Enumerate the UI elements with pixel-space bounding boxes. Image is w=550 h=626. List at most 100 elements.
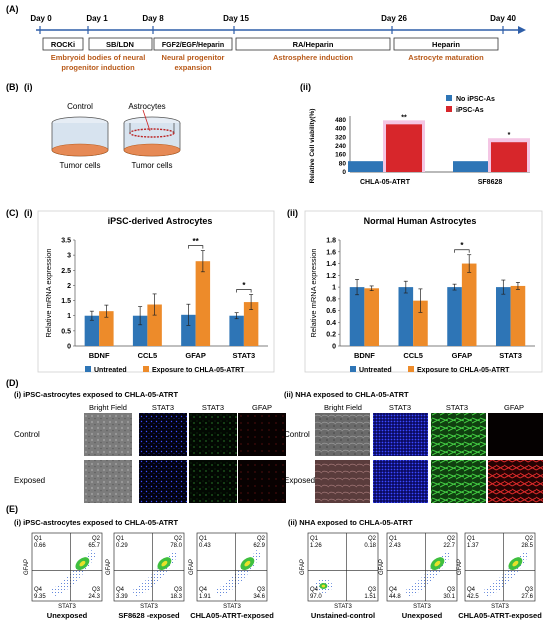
quadrant-label: Q2 — [447, 536, 456, 542]
quadrant-value: 3.39 — [116, 594, 128, 600]
legend-label: Untreated — [94, 367, 127, 374]
y-tick-label: 3.5 — [61, 238, 71, 245]
y-tick-label: 3 — [67, 253, 71, 260]
bar — [453, 161, 489, 172]
y-tick-label: 1.2 — [326, 273, 336, 280]
protocol-label: Heparin — [432, 40, 460, 49]
x-tick-label: CCL5 — [138, 351, 158, 360]
quadrant-label: Q4 — [310, 587, 319, 593]
quadrant-label: Q2 — [525, 536, 534, 542]
quadrant-value: 97.0 — [310, 594, 322, 600]
panel-e-title-i: (i) iPSC-astrocytes exposed to CHLA-05-A… — [14, 518, 178, 527]
quadrant-value: 62.9 — [253, 543, 265, 549]
protocol-box — [393, 37, 499, 51]
bar — [349, 287, 365, 346]
y-axis-label: GFAP — [300, 559, 306, 575]
panel-c-sub-ii: (ii) — [287, 208, 298, 218]
y-tick-label: 1.4 — [326, 261, 336, 268]
quadrant-value: 2.43 — [389, 543, 401, 549]
bar — [447, 287, 462, 346]
brightfield-image — [315, 460, 370, 503]
micrograph-column-label: STAT3 — [446, 403, 468, 412]
brightfield-image — [84, 460, 132, 503]
bar — [491, 142, 527, 172]
micrograph-column-label: GFAP — [504, 403, 524, 412]
micrograph-row-label: Control — [14, 430, 40, 439]
chart-frame — [37, 210, 275, 373]
tumor-cells-label: Tumor cells — [131, 161, 172, 170]
x-axis-label: STAT3 — [140, 604, 158, 610]
legend-swatch — [350, 366, 356, 372]
astrocytes-label: Astrocytes — [128, 102, 165, 111]
x-tick-label: STAT3 — [233, 351, 256, 360]
quadrant-value: 44.8 — [389, 594, 401, 600]
x-tick-label: GFAP — [452, 351, 472, 360]
x-axis-label: STAT3 — [413, 604, 431, 610]
significance-marker: * — [460, 241, 464, 250]
flow-plot-caption: Unexposed — [402, 611, 443, 620]
bar — [496, 287, 511, 346]
micrograph-row-label: Exposed — [14, 476, 45, 485]
panel-b-sub-ii: (ii) — [300, 82, 311, 92]
quadrant-label: Q3 — [368, 587, 377, 593]
quadrant-label: Q4 — [389, 587, 398, 593]
control-label: Control — [67, 102, 93, 111]
bar — [195, 261, 211, 346]
protocol-label: RA/Heparin — [293, 40, 334, 49]
stat3-green-image — [189, 413, 237, 456]
y-tick-label: 400 — [335, 126, 346, 133]
quadrant-value: 1.26 — [310, 543, 322, 549]
cell-population-peak — [79, 560, 86, 567]
significance-bracket — [188, 245, 204, 249]
quadrant-label: Q2 — [368, 536, 377, 542]
stat3-blue-image — [373, 413, 428, 456]
bar — [99, 311, 114, 346]
cell-population-peak — [161, 560, 168, 567]
protocol-box — [42, 37, 84, 51]
micrograph-column-label: STAT3 — [152, 403, 174, 412]
day-label: Day 0 — [30, 14, 52, 23]
micrograph-grid-nha — [315, 413, 543, 503]
y-tick-label: 0.8 — [326, 296, 336, 303]
quadrant-value: 0.66 — [34, 543, 46, 549]
y-tick-label: 0 — [332, 344, 336, 351]
x-tick-label: SF8628 — [478, 179, 503, 186]
stat3-blue-image — [373, 460, 428, 503]
y-axis-label: GFAP — [106, 559, 112, 575]
chart-frame — [304, 210, 543, 373]
flow-plot-caption: CHLA05-ATRT-exposed — [190, 611, 274, 620]
quadrant-label: Q3 — [92, 587, 101, 593]
bar — [147, 304, 162, 346]
y-tick-label: 160 — [335, 152, 346, 159]
x-tick-label: STAT3 — [499, 351, 522, 360]
protocol-label: ROCKi — [51, 40, 75, 49]
bar — [461, 263, 477, 346]
protocol-box — [235, 37, 391, 51]
gfap-red-image — [238, 413, 286, 456]
ipsc-astrocyte-mrna-chart: iPSC-derived Astrocytes Relative mRNA exp… — [44, 216, 268, 374]
y-axis-label: GFAP — [189, 559, 195, 575]
stage-label: Embryoid bodies of neural — [51, 53, 146, 62]
day-label: Day 15 — [223, 14, 249, 23]
bar — [348, 161, 384, 172]
quadrant-value: 9.35 — [34, 594, 46, 600]
significance-marker: ** — [401, 114, 407, 121]
panel-d-title-i: (i) iPSC-astrocytes exposed to CHLA-05-A… — [14, 390, 178, 399]
stat3-green-image — [431, 413, 486, 456]
y-tick-label: 0.2 — [326, 332, 336, 339]
day-label: Day 8 — [142, 14, 164, 23]
protocol-label: FGF2/EGF/Heparin — [162, 42, 224, 49]
quadrant-value: 0.43 — [199, 543, 211, 549]
gfap-red-image — [488, 413, 543, 456]
quadrant-label: Q3 — [447, 587, 456, 593]
quadrant-value: 27.6 — [521, 594, 533, 600]
micrograph-row-label: Exposed — [284, 476, 315, 485]
quadrant-value: 30.1 — [443, 594, 455, 600]
day-label: Day 40 — [490, 14, 516, 23]
day-label: Day 1 — [86, 14, 108, 23]
y-tick-label: 2 — [67, 283, 71, 290]
quadrant-value: 0.29 — [116, 543, 128, 549]
